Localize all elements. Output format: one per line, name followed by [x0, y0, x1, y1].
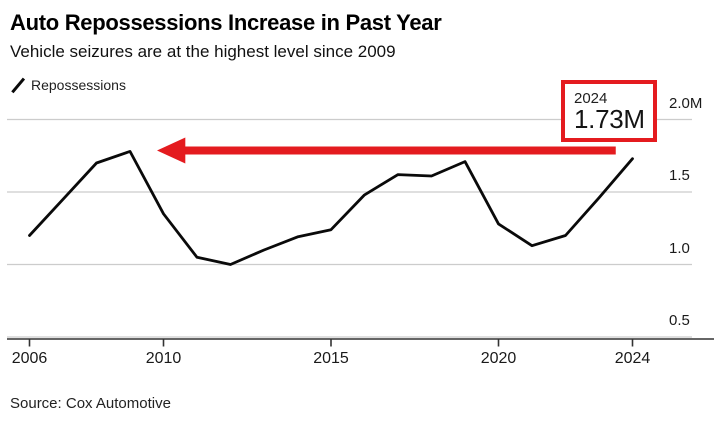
chart-subtitle: Vehicle seizures are at the highest leve…: [10, 42, 396, 61]
annotation-year: 2024: [574, 90, 608, 107]
legend-series-label: Repossessions: [31, 77, 126, 93]
annotation-value: 1.73M: [574, 104, 645, 134]
trend-arrow-shaft: [183, 146, 616, 155]
chart-title: Auto Repossessions Increase in Past Year: [10, 10, 442, 35]
annotation-callout-box: 2024 1.73M: [561, 80, 657, 142]
legend: Repossessions: [10, 76, 126, 94]
source-note: Source: Cox Automotive: [10, 395, 171, 412]
trend-arrow-head: [157, 137, 186, 164]
repossessions-line: [28, 149, 634, 266]
